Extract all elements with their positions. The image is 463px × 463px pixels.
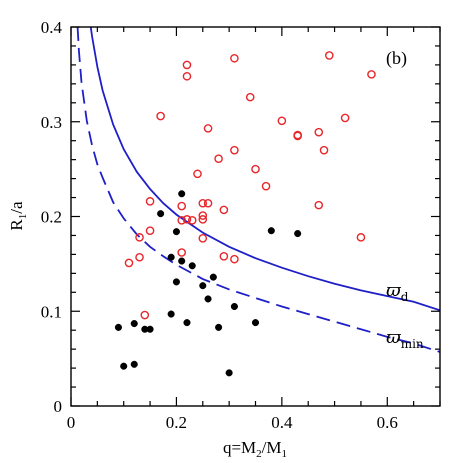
open-point-17 xyxy=(193,169,202,179)
open-point-21 xyxy=(203,198,213,208)
y-tick-label: 0.1 xyxy=(41,302,62,321)
open-point-7 xyxy=(277,116,287,126)
open-point-28 xyxy=(187,215,197,225)
x-axis-label: q=M2/M1 xyxy=(223,438,287,460)
open-point-36 xyxy=(219,251,229,261)
open-point-27 xyxy=(177,215,186,225)
open-point-11 xyxy=(293,131,302,141)
filled-point-1 xyxy=(157,210,165,218)
x-tick-label: 0.6 xyxy=(377,413,398,432)
open-point-31 xyxy=(135,233,144,242)
open-point-6 xyxy=(156,111,165,121)
open-point-18 xyxy=(261,181,271,191)
open-point-15 xyxy=(319,145,329,155)
open-point-9 xyxy=(203,124,213,133)
open-point-35 xyxy=(135,252,144,262)
open-point-32 xyxy=(198,233,208,243)
open-point-38 xyxy=(230,254,239,264)
points-layer xyxy=(114,51,376,377)
plot-frame xyxy=(70,26,441,407)
curve-label-min: ϖmin xyxy=(386,327,424,351)
filled-point-0 xyxy=(178,190,186,198)
filled-point-5 xyxy=(167,253,175,261)
open-point-26 xyxy=(182,215,192,224)
curve-label-min-sub: min xyxy=(401,337,424,351)
y-tick-label: 0.4 xyxy=(41,18,63,37)
filled-point-13 xyxy=(167,310,175,318)
open-point-12 xyxy=(314,127,324,137)
y-axis-label-prefix: R xyxy=(7,219,26,231)
open-point-30 xyxy=(145,226,155,236)
filled-point-16 xyxy=(183,319,191,327)
x-tick-label: 0.4 xyxy=(271,413,293,432)
y-axis-label-sub: 1 xyxy=(17,214,29,220)
filled-point-15 xyxy=(130,320,138,328)
filled-point-11 xyxy=(204,295,212,303)
filled-point-12 xyxy=(230,302,238,311)
filled-point-21 xyxy=(120,362,128,370)
filled-point-14 xyxy=(114,323,122,331)
y-axis-label-suffix: /a xyxy=(7,201,26,214)
filled-point-7 xyxy=(188,262,196,270)
curve-solid-0 xyxy=(89,27,440,312)
open-point-3 xyxy=(324,51,334,60)
open-point-8 xyxy=(340,113,350,123)
open-point-39 xyxy=(140,310,150,320)
tick-labels-layer: 0 0.2 0.4 0.6 0 0.1 0.2 0.3 0.4 xyxy=(41,18,398,432)
open-point-34 xyxy=(177,248,186,257)
open-point-4 xyxy=(367,70,376,79)
x-axis-label-mid: /M xyxy=(262,438,282,457)
open-point-20 xyxy=(198,198,208,208)
open-point-22 xyxy=(177,201,186,211)
y-tick-label: 0.2 xyxy=(41,208,62,227)
x-tick-label: 0.2 xyxy=(166,413,187,432)
curve-label-d: ϖd xyxy=(386,280,409,304)
filled-point-4 xyxy=(294,230,302,238)
panel-label: (b) xyxy=(386,48,407,69)
filled-point-6 xyxy=(178,257,186,265)
curve-dashed-1 xyxy=(76,27,440,353)
filled-point-18 xyxy=(251,319,260,327)
open-point-24 xyxy=(314,200,324,210)
filled-point-9 xyxy=(172,278,180,286)
open-point-13 xyxy=(230,145,239,155)
x-tick-label: 0 xyxy=(67,413,76,432)
open-point-19 xyxy=(145,197,155,206)
curve-label-d-symbol: ϖ xyxy=(386,280,402,301)
open-point-14 xyxy=(214,154,223,163)
filled-point-2 xyxy=(172,228,180,236)
curve-label-d-sub: d xyxy=(401,290,409,304)
filled-point-3 xyxy=(267,227,275,235)
filled-point-22 xyxy=(130,360,138,368)
filled-point-20 xyxy=(146,325,154,333)
filled-point-10 xyxy=(199,282,207,290)
filled-point-17 xyxy=(215,323,223,331)
open-point-5 xyxy=(245,92,255,102)
open-point-16 xyxy=(251,164,260,174)
open-point-37 xyxy=(124,258,134,268)
x-axis-label-sub2: 1 xyxy=(282,448,288,460)
filled-point-8 xyxy=(209,273,217,281)
open-point-0 xyxy=(182,60,192,70)
open-point-25 xyxy=(198,211,208,220)
curves-layer xyxy=(76,27,440,353)
open-point-29 xyxy=(198,215,208,224)
x-axis-label-sub1: 2 xyxy=(256,448,262,460)
filled-point-23 xyxy=(225,369,233,377)
y-tick-label: 0.3 xyxy=(41,113,62,132)
open-point-23 xyxy=(219,205,229,215)
open-point-1 xyxy=(182,71,192,81)
open-point-2 xyxy=(230,53,239,63)
ticks-layer xyxy=(70,26,441,407)
y-axis-label-text: R1/a xyxy=(7,201,29,231)
x-axis-label-prefix: q=M xyxy=(223,438,256,457)
y-axis-label: R1/a xyxy=(7,201,29,231)
y-tick-label: 0 xyxy=(54,397,63,416)
open-point-33 xyxy=(356,233,366,242)
curve-label-min-symbol: ϖ xyxy=(386,327,402,348)
